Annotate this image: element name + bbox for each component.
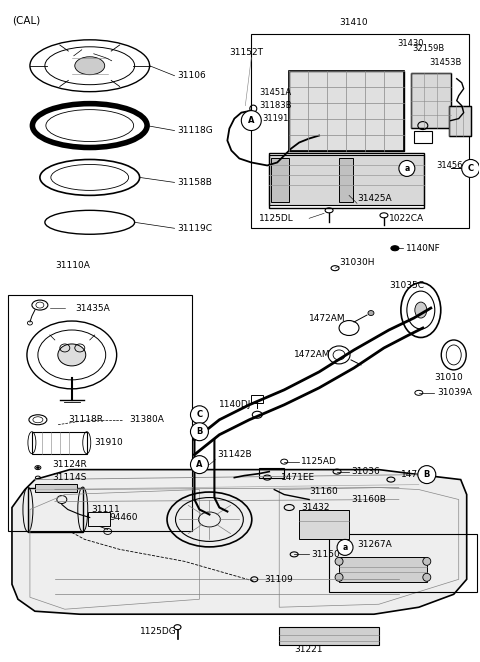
- Text: C: C: [196, 410, 203, 419]
- Bar: [8, 295, 192, 532]
- Text: 1125DG: 1125DG: [140, 627, 176, 636]
- Bar: [271, 158, 289, 203]
- Text: B: B: [424, 470, 430, 479]
- Bar: [252, 395, 263, 402]
- Text: 1471EE: 1471EE: [281, 473, 315, 482]
- Circle shape: [399, 160, 415, 177]
- Text: 31118G: 31118G: [178, 126, 213, 135]
- Text: 1471CY: 1471CY: [401, 470, 435, 479]
- Text: 31109: 31109: [264, 575, 293, 584]
- Text: 31158B: 31158B: [178, 178, 212, 187]
- Bar: [269, 154, 424, 209]
- Bar: [339, 557, 427, 583]
- Ellipse shape: [423, 557, 431, 565]
- Text: 1125DL: 1125DL: [259, 214, 294, 223]
- Text: 31124R: 31124R: [52, 460, 86, 469]
- Circle shape: [191, 423, 208, 441]
- Circle shape: [241, 111, 261, 130]
- Ellipse shape: [391, 246, 399, 251]
- Ellipse shape: [423, 573, 431, 581]
- Polygon shape: [12, 469, 467, 614]
- Ellipse shape: [335, 557, 343, 565]
- Bar: [269, 156, 424, 205]
- Circle shape: [462, 160, 480, 177]
- Bar: [88, 512, 110, 526]
- Text: 31036: 31036: [351, 467, 380, 476]
- Bar: [259, 467, 284, 477]
- Text: 31435A: 31435A: [75, 304, 109, 312]
- Text: 31183B: 31183B: [259, 101, 292, 110]
- Bar: [329, 534, 477, 592]
- Text: 31425A: 31425A: [357, 194, 392, 203]
- Bar: [279, 627, 379, 645]
- Text: 31432: 31432: [301, 503, 330, 512]
- Bar: [339, 158, 353, 203]
- Text: 31160: 31160: [309, 487, 338, 496]
- Bar: [449, 106, 471, 136]
- Text: 1140NF: 1140NF: [406, 244, 441, 253]
- Text: a: a: [404, 164, 409, 173]
- Text: B: B: [196, 427, 203, 436]
- Text: C: C: [468, 164, 474, 173]
- Ellipse shape: [335, 573, 343, 581]
- Ellipse shape: [75, 57, 105, 75]
- Text: 1022CA: 1022CA: [389, 214, 424, 223]
- Text: 31118R: 31118R: [68, 415, 103, 424]
- Circle shape: [191, 455, 208, 473]
- Text: 1125AD: 1125AD: [301, 457, 337, 466]
- Text: 31035C: 31035C: [389, 281, 424, 290]
- Text: 31410: 31410: [340, 19, 368, 27]
- Text: 31160B: 31160B: [351, 495, 386, 504]
- Text: 31221: 31221: [294, 645, 323, 653]
- Circle shape: [337, 540, 353, 555]
- Ellipse shape: [415, 302, 427, 318]
- Bar: [32, 432, 87, 453]
- Text: 1472AM: 1472AM: [309, 314, 346, 322]
- Text: 31456: 31456: [437, 161, 463, 170]
- Text: 31430: 31430: [397, 39, 423, 48]
- Bar: [289, 71, 404, 150]
- Bar: [252, 34, 468, 228]
- Text: 32159B: 32159B: [412, 44, 444, 53]
- Text: A: A: [248, 116, 254, 125]
- Bar: [411, 73, 451, 128]
- Text: 31152T: 31152T: [229, 48, 264, 58]
- Text: a: a: [342, 543, 348, 552]
- Bar: [449, 106, 471, 136]
- Text: 31030H: 31030H: [339, 258, 374, 267]
- Ellipse shape: [36, 467, 39, 469]
- Text: 31380A: 31380A: [130, 415, 165, 424]
- Text: 31119C: 31119C: [178, 224, 213, 233]
- Bar: [411, 73, 451, 128]
- Circle shape: [418, 465, 436, 483]
- Bar: [28, 488, 83, 532]
- Bar: [35, 483, 77, 492]
- Text: (CAL): (CAL): [12, 16, 40, 26]
- Text: 31039A: 31039A: [437, 389, 472, 397]
- Bar: [414, 130, 432, 142]
- Text: 94460: 94460: [110, 513, 138, 522]
- Text: 31106: 31106: [178, 71, 206, 80]
- Text: 31010: 31010: [434, 373, 463, 383]
- Text: 31191: 31191: [262, 114, 288, 123]
- Ellipse shape: [58, 344, 86, 366]
- Text: 31150: 31150: [311, 550, 340, 559]
- Text: 31110A: 31110A: [55, 261, 90, 269]
- Text: 31114S: 31114S: [52, 473, 86, 482]
- Ellipse shape: [368, 310, 374, 316]
- Text: 1140DJ: 1140DJ: [219, 401, 252, 409]
- Text: 31142B: 31142B: [217, 450, 252, 459]
- Bar: [289, 71, 404, 150]
- Text: 31111: 31111: [92, 505, 120, 514]
- Text: 31267A: 31267A: [357, 540, 392, 549]
- Text: 1472AM: 1472AM: [294, 350, 331, 359]
- Text: 31453B: 31453B: [429, 58, 461, 68]
- Text: A: A: [196, 460, 203, 469]
- Text: 31910: 31910: [95, 438, 123, 448]
- Text: 31451A: 31451A: [259, 88, 291, 97]
- Bar: [299, 510, 349, 540]
- Circle shape: [191, 406, 208, 424]
